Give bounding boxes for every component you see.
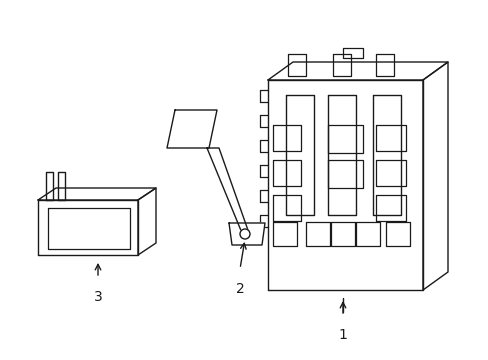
Text: 2: 2 [235,282,244,296]
Text: 1: 1 [338,328,347,342]
Polygon shape [138,188,156,255]
Polygon shape [422,62,447,290]
Polygon shape [46,172,53,200]
Polygon shape [38,200,138,255]
Circle shape [240,229,249,239]
Polygon shape [38,188,156,200]
Text: 3: 3 [93,290,102,304]
Polygon shape [228,223,264,245]
Polygon shape [267,62,447,80]
Polygon shape [167,110,217,148]
Polygon shape [206,148,248,233]
Polygon shape [58,172,65,200]
Polygon shape [267,80,422,290]
